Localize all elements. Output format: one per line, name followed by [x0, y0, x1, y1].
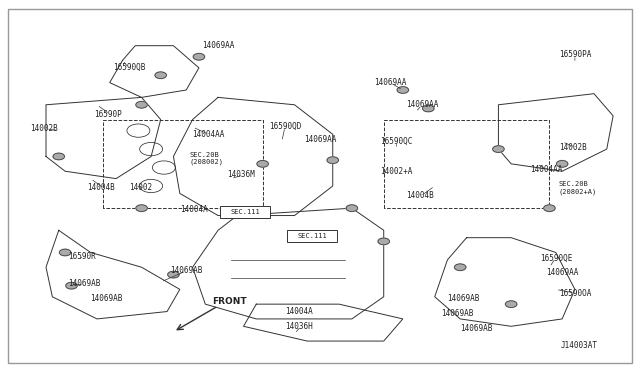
- Circle shape: [397, 87, 408, 93]
- Circle shape: [155, 72, 166, 78]
- Circle shape: [556, 161, 568, 167]
- Circle shape: [257, 161, 268, 167]
- Text: 14004AA: 14004AA: [531, 165, 563, 174]
- Circle shape: [136, 102, 147, 108]
- Circle shape: [454, 264, 466, 270]
- Text: SEC.20B
(20802+A): SEC.20B (20802+A): [559, 181, 597, 195]
- Text: 16590P: 16590P: [94, 109, 122, 119]
- Text: 14004B: 14004B: [406, 191, 434, 200]
- Circle shape: [193, 54, 205, 60]
- Circle shape: [60, 249, 71, 256]
- Circle shape: [136, 205, 147, 211]
- Text: J14003AT: J14003AT: [560, 341, 597, 350]
- Text: 14004AA: 14004AA: [193, 130, 225, 139]
- Circle shape: [493, 146, 504, 153]
- Text: 16590OA: 16590OA: [559, 289, 591, 298]
- Text: 16590R: 16590R: [68, 251, 96, 261]
- Text: 14069AA: 14069AA: [546, 268, 579, 277]
- Text: SEC.111: SEC.111: [230, 209, 260, 215]
- Text: 14069AA: 14069AA: [202, 41, 234, 50]
- Text: 16590QC: 16590QC: [381, 137, 413, 146]
- Text: 16590QD: 16590QD: [269, 122, 301, 131]
- Circle shape: [168, 271, 179, 278]
- Text: 14069AA: 14069AA: [304, 135, 337, 144]
- Text: 16590QE: 16590QE: [540, 253, 572, 263]
- Text: SEC.111: SEC.111: [291, 231, 324, 240]
- Text: 14036M: 14036M: [228, 170, 255, 179]
- Text: 14004B: 14004B: [88, 183, 115, 192]
- Text: 14069AB: 14069AB: [447, 294, 480, 303]
- Circle shape: [422, 105, 434, 112]
- Text: 14036H: 14036H: [285, 322, 313, 331]
- Text: 14004A: 14004A: [180, 205, 207, 215]
- Text: 14069AA: 14069AA: [406, 100, 438, 109]
- Circle shape: [346, 205, 358, 211]
- Text: FRONT: FRONT: [212, 297, 246, 306]
- Circle shape: [378, 238, 390, 245]
- Text: SEC.111: SEC.111: [298, 233, 327, 239]
- Circle shape: [66, 282, 77, 289]
- Circle shape: [53, 153, 65, 160]
- Circle shape: [543, 205, 555, 211]
- Text: 14002+A: 14002+A: [381, 167, 413, 176]
- Text: 14002B: 14002B: [559, 143, 587, 152]
- Text: 14069AB: 14069AB: [460, 324, 493, 333]
- Text: 14002: 14002: [129, 183, 152, 192]
- Text: 16590PA: 16590PA: [559, 51, 591, 60]
- Text: SEC.111: SEC.111: [225, 207, 257, 217]
- Text: 14069AA: 14069AA: [374, 78, 406, 87]
- Text: 14069AB: 14069AB: [68, 279, 100, 288]
- Text: 16590QB: 16590QB: [113, 63, 145, 72]
- Circle shape: [327, 157, 339, 163]
- Text: 14004A: 14004A: [285, 307, 313, 316]
- Text: 14002B: 14002B: [30, 124, 58, 133]
- Text: 14069AB: 14069AB: [441, 309, 474, 318]
- Circle shape: [506, 301, 517, 308]
- Text: 14069AB: 14069AB: [170, 266, 203, 275]
- Text: SEC.20B
(208002): SEC.20B (208002): [189, 151, 223, 165]
- Text: SEC.111: SEC.111: [291, 231, 324, 240]
- FancyBboxPatch shape: [220, 206, 270, 218]
- FancyBboxPatch shape: [287, 230, 337, 242]
- Text: 14069AB: 14069AB: [91, 294, 123, 303]
